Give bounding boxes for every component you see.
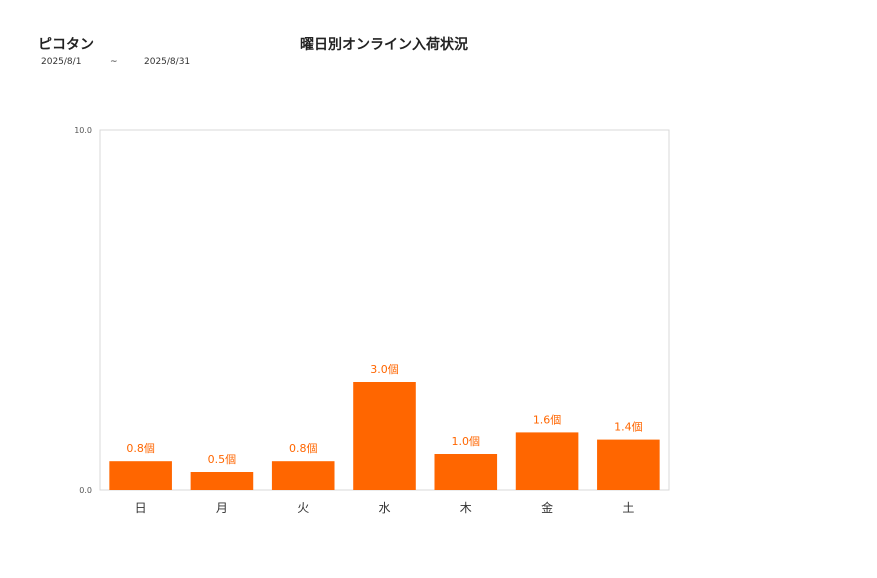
y-tick-label: 10.0 — [74, 126, 92, 135]
x-tick-label: 日 — [135, 501, 147, 515]
data-label: 1.6個 — [533, 413, 562, 426]
x-tick-label: 金 — [541, 500, 553, 515]
x-tick-label: 火 — [297, 501, 309, 515]
x-tick-label: 月 — [216, 501, 228, 515]
bar — [271, 461, 335, 490]
data-label: 0.5個 — [208, 453, 237, 466]
bar — [597, 439, 660, 490]
bar — [434, 454, 498, 490]
product-name: ピコタン — [38, 37, 94, 53]
date-to: 2025/8/31 — [144, 57, 191, 67]
data-label: 1.4個 — [614, 421, 643, 434]
bar — [353, 382, 416, 490]
data-label: 0.8個 — [126, 442, 155, 455]
date-separator: ~ — [110, 57, 118, 67]
x-tick-label: 土 — [622, 501, 634, 515]
x-tick-label: 木 — [460, 501, 472, 515]
bar — [190, 472, 254, 490]
bar — [515, 432, 579, 490]
y-tick-label: 0.0 — [79, 486, 92, 495]
date-from: 2025/8/1 — [41, 57, 82, 67]
data-label: 0.8個 — [289, 442, 318, 455]
chart-title: 曜日別オンライン入荷状況 — [300, 37, 468, 53]
bar — [109, 461, 172, 490]
x-tick-label: 水 — [378, 501, 390, 515]
data-label: 1.0個 — [452, 435, 481, 448]
data-label: 3.0個 — [370, 363, 399, 376]
